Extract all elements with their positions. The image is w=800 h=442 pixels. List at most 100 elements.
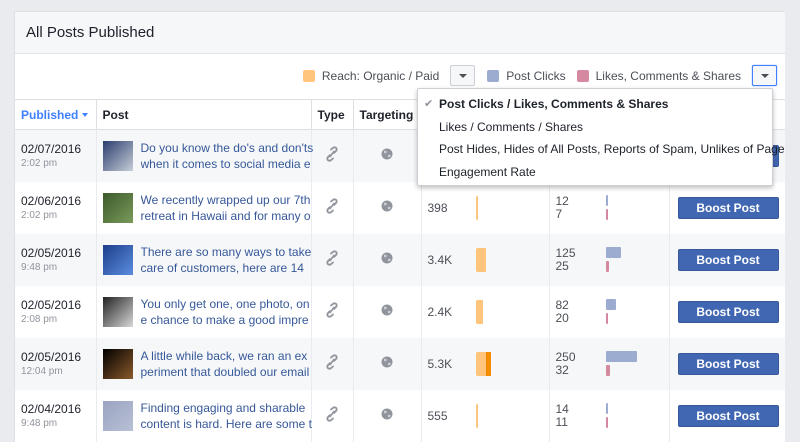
all-posts-panel: All Posts Published Reach: Organic / Pai… [14,11,786,442]
likes-swatch [576,69,589,82]
post-clicks-value: 12 [555,193,569,208]
menu-item[interactable]: Engagement Rate [418,161,772,184]
post-thumbnail[interactable] [102,244,133,275]
boost-post-button[interactable]: Boost Post [677,196,779,219]
promote-cell: Boost Post [669,182,786,234]
reach-bar [475,247,486,272]
menu-item[interactable]: Post Hides, Hides of All Posts, Reports … [418,138,785,161]
link-icon [325,250,339,269]
post-text-line2: when it comes to social media e [140,156,311,171]
post-time: 2:02 pm [21,158,58,170]
post-link[interactable]: We recently wrapped up our 7th retreat i… [141,192,311,224]
legend-likes-label: Likes, Comments & Shares [595,68,741,83]
organic-reach-bar [475,299,483,324]
post-text-line2: retreat in Hawaii and for many o [140,208,311,223]
sort-desc-icon [82,113,89,118]
organic-reach-bar [475,247,486,272]
reach-cell: 5.3K [421,337,550,390]
post-link[interactable]: A little while back, we ran an ex perime… [141,348,310,380]
globe-icon [381,148,393,163]
column-post[interactable]: Post [96,99,312,130]
boost-post-button[interactable]: Boost Post [677,248,779,271]
likes-comments-shares-bar [605,313,608,324]
targeting-cell [353,337,422,390]
menu-item-label: Likes / Comments / Shares [439,119,584,134]
boost-post-button[interactable]: Boost Post [677,300,779,323]
post-link[interactable]: There are so many ways to take care of c… [141,244,312,276]
reach-swatch [302,69,315,82]
likes-comments-shares-bar [605,417,608,428]
reach-value: 5.3K [427,356,453,371]
post-thumbnail[interactable] [102,296,133,327]
likes-comments-shares-value: 20 [555,310,569,325]
published-cell: 02/06/2016 2:02 pm [15,181,97,234]
boost-post-button[interactable]: Boost Post [677,404,779,427]
post-thumbnail[interactable] [102,192,133,223]
reach-cell: 3.4K [421,233,550,286]
post-text-line2: periment that doubled our email [140,364,310,379]
legend-reach: Reach: Organic / Paid [302,68,440,83]
post-thumbnail[interactable] [102,400,133,431]
type-cell [311,285,354,338]
post-cell: We recently wrapped up our 7th retreat i… [96,181,312,234]
menu-item-label: Post Clicks / Likes, Comments & Shares [439,97,669,112]
post-clicks-value: 250 [555,349,576,364]
menu-item[interactable]: ✔ Post Clicks / Likes, Comments & Shares [418,93,772,116]
post-thumbnail[interactable] [102,140,133,171]
column-targeting[interactable]: Targeting [353,99,422,130]
post-thumbnail[interactable] [102,348,133,379]
globe-icon [381,408,393,423]
post-cell: There are so many ways to take care of c… [96,233,312,286]
targeting-cell [353,233,422,286]
reach-metric-dropdown[interactable] [450,65,476,86]
type-cell [311,389,354,442]
panel-header: All Posts Published [15,12,785,54]
post-link[interactable]: Do you know the do's and don'ts when it … [141,140,314,172]
promote-cell: Boost Post [669,233,786,286]
post-header-label: Post [102,107,129,122]
likes-comments-shares-value: 7 [555,206,563,221]
column-type[interactable]: Type [311,99,354,130]
published-cell: 02/04/2016 9:48 pm [15,389,97,442]
table-row[interactable]: 02/06/2016 2:02 pm We recently wrapped u… [15,181,786,234]
post-time: 2:02 pm [21,210,58,221]
organic-reach-bar [475,351,486,376]
post-cell: You only get one, one photo, on e chance… [96,285,312,338]
type-cell [311,181,354,234]
menu-item[interactable]: Likes / Comments / Shares [418,116,772,139]
column-published[interactable]: Published [15,99,97,130]
post-time: 9:48 pm [21,418,58,429]
post-text-line1: A little while back, we ran an ex [140,348,308,363]
engagement-metric-dropdown[interactable] [752,65,777,86]
table-row[interactable]: 02/04/2016 9:48 pm Finding engaging and … [15,389,786,442]
engagement-cell: 250 32 [549,337,670,390]
post-clicks-bar [605,247,621,258]
paid-reach-bar [485,351,491,376]
engagement-cell: 82 20 [549,285,670,338]
boost-post-button[interactable]: Boost Post [677,352,779,375]
menu-item-label: Post Hides, Hides of All Posts, Reports … [439,142,785,157]
promote-cell: Boost Post [669,337,786,390]
table-row[interactable]: 02/05/2016 2:08 pm You only get one, one… [15,285,786,338]
reach-bar [475,299,483,324]
caret-down-icon [458,73,467,78]
post-link[interactable]: You only get one, one photo, on e chance… [141,296,310,328]
published-cell: 02/07/2016 2:02 pm [15,129,97,182]
reach-bar [475,351,491,376]
post-time: 9:48 pm [21,262,58,273]
likes-comments-shares-bar [605,365,610,376]
post-date: 02/04/2016 [21,402,82,416]
post-clicks-bar [605,195,608,206]
legend-reach-label: Reach: Organic / Paid [321,68,440,83]
engagement-cell: 14 11 [549,389,670,442]
post-link[interactable]: Finding engaging and sharable content is… [141,400,312,432]
table-row[interactable]: 02/05/2016 9:48 pm There are so many way… [15,233,786,286]
reach-bar [475,403,478,428]
published-header-label: Published [21,107,79,122]
link-icon [325,406,339,425]
published-cell: 02/05/2016 9:48 pm [15,233,97,286]
globe-icon [381,252,393,267]
globe-icon [381,356,393,371]
post-date: 02/07/2016 [21,142,82,157]
table-row[interactable]: 02/05/2016 12:04 pm A little while back,… [15,337,786,390]
